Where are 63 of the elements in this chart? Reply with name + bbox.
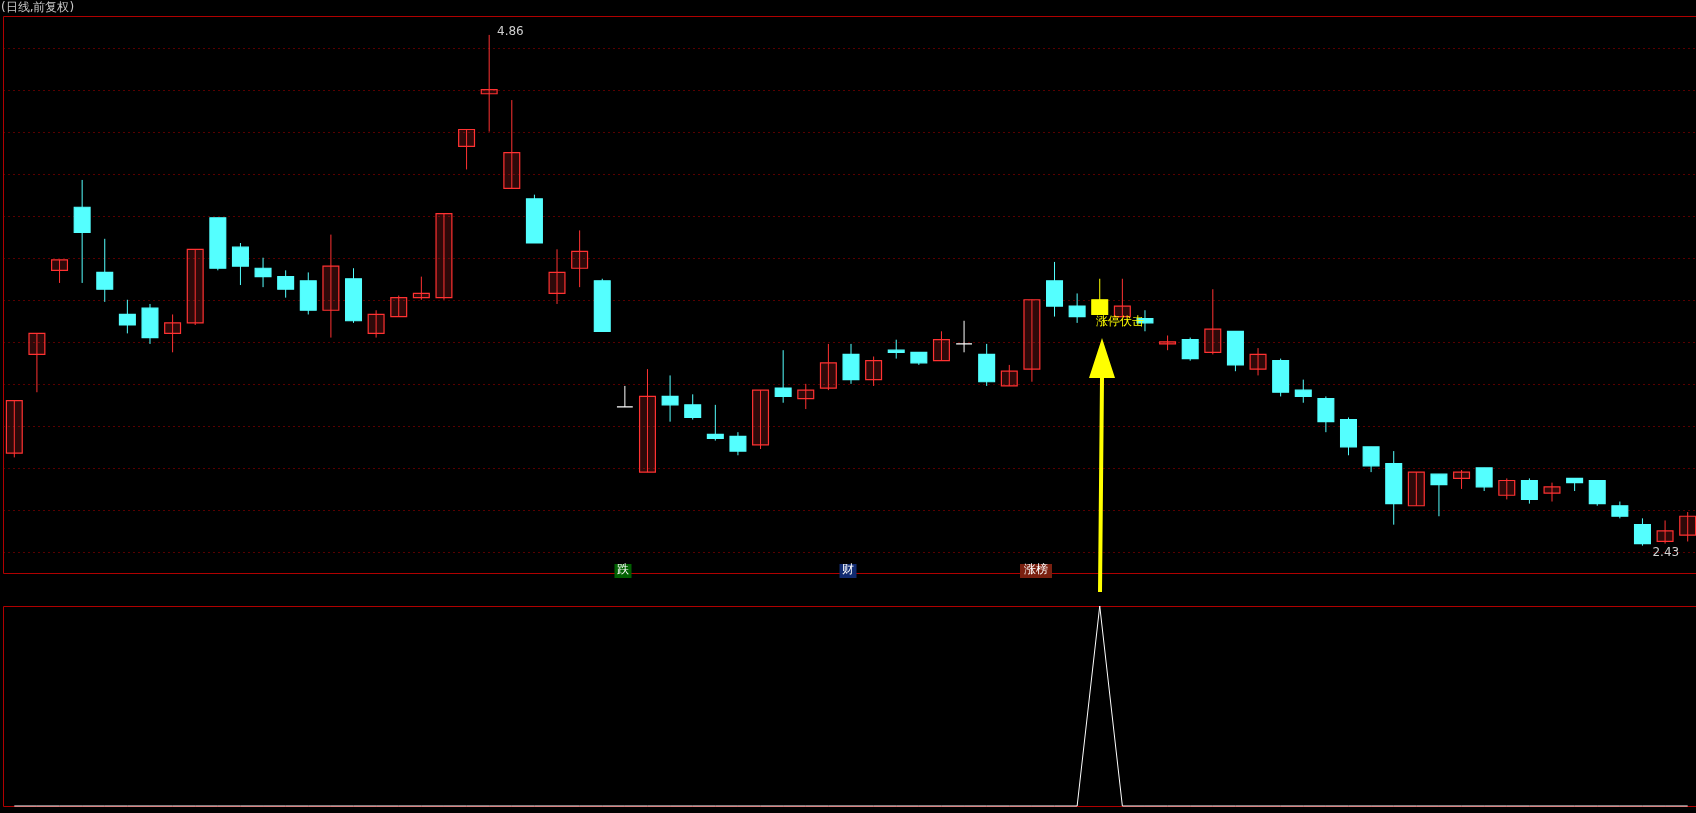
candlestick <box>774 349 792 404</box>
candlestick <box>231 242 249 286</box>
annotation: 财 <box>842 562 854 576</box>
annotation: 涨停伏击 <box>1096 314 1144 328</box>
candlestick <box>118 299 136 334</box>
candlestick <box>1159 334 1177 351</box>
candlestick <box>28 332 46 393</box>
candlestick <box>5 400 23 458</box>
candlestick <box>367 309 385 339</box>
candlestick <box>164 313 182 353</box>
candlestick <box>616 385 634 408</box>
candlestick <box>752 389 770 450</box>
candlestick <box>1543 482 1561 503</box>
candlestick <box>1294 379 1312 404</box>
candlestick <box>1679 511 1696 542</box>
candlestick <box>729 431 747 456</box>
candlestick <box>503 99 521 189</box>
annotation: 2.43 <box>1652 544 1680 559</box>
candlestick <box>1317 395 1335 433</box>
candlestick <box>1633 517 1651 547</box>
candlestick <box>661 374 679 423</box>
candlestick <box>1068 292 1086 324</box>
candlestick <box>390 295 408 318</box>
chart-title: (日线,前复权) <box>1 0 75 14</box>
candlestick <box>797 383 815 410</box>
candlestick <box>1407 471 1425 507</box>
candlestick <box>254 257 272 288</box>
candlestick <box>1588 479 1606 507</box>
candlestick <box>932 330 950 362</box>
candlestick <box>1362 446 1380 473</box>
candlestick <box>412 276 430 301</box>
candlestick <box>887 339 905 360</box>
candlestick <box>435 212 453 301</box>
candlestick <box>1249 347 1267 376</box>
candlestick <box>819 343 837 391</box>
candlestick <box>1453 469 1471 490</box>
candlestick <box>1656 519 1674 545</box>
candlestick <box>277 269 295 299</box>
candlestick <box>1498 477 1516 500</box>
candlestick <box>480 34 498 133</box>
candlestick <box>1023 299 1041 383</box>
candlestick <box>865 356 883 387</box>
candlestick <box>1430 473 1448 517</box>
candlestick <box>1000 364 1018 387</box>
candlestick <box>186 248 204 326</box>
annotation: 涨榜 <box>1024 562 1048 576</box>
candlestick <box>638 368 656 473</box>
candlestick <box>548 248 566 305</box>
candlestick <box>1204 288 1222 355</box>
candlestick <box>96 238 114 303</box>
candlestick <box>571 229 589 288</box>
candlestick <box>1475 467 1493 492</box>
candlestick <box>458 128 476 170</box>
annotation: 4.86 <box>497 24 524 38</box>
candlestick <box>51 259 69 284</box>
candlestick <box>955 320 973 353</box>
candlestick <box>684 393 702 421</box>
candlestick <box>322 234 340 339</box>
candlestick <box>1181 337 1199 362</box>
candlestick <box>1520 477 1538 505</box>
candlestick <box>1091 278 1109 316</box>
annotation: 跌 <box>617 562 629 576</box>
candlestick <box>706 404 724 442</box>
